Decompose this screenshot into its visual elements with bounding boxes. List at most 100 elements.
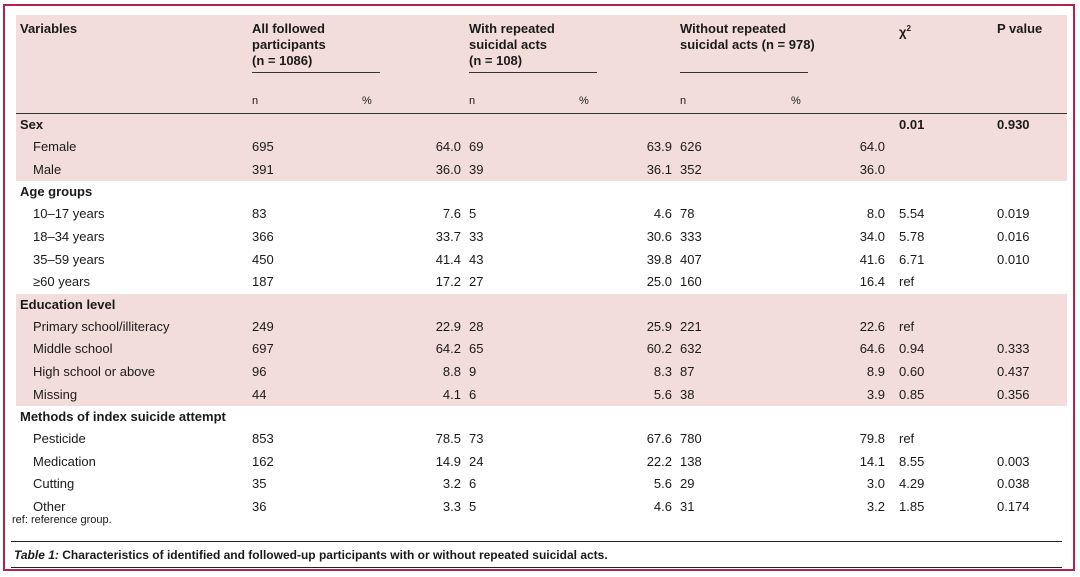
chi2-value: ref: [889, 315, 993, 339]
empty-cell: [358, 113, 465, 136]
non-repeated-pct: 36.0: [787, 158, 889, 182]
table-row: Female 695 64.0 69 63.9 626 64.0: [16, 136, 1067, 159]
all-n: 249: [248, 315, 358, 339]
header-all-followed: All followed participants (n = 1086): [248, 15, 465, 88]
repeated-n: 69: [465, 136, 575, 159]
non-repeated-pct: 14.1: [787, 450, 889, 474]
row-label: 10–17 years: [16, 203, 248, 226]
subheader-row: n % n % n %: [16, 88, 1067, 114]
non-repeated-n: 626: [676, 136, 787, 159]
table-row: Medication 162 14.9 24 22.2 138 14.1 8.55 0.003: [16, 450, 1067, 474]
empty-cell: [787, 113, 889, 136]
repeated-n: 6: [465, 383, 575, 406]
group-row: Age groups: [16, 181, 1067, 204]
all-pct: 41.4: [358, 248, 465, 271]
row-label: Cutting: [16, 473, 248, 496]
all-pct: 7.6: [358, 203, 465, 226]
all-pct: 33.7: [358, 225, 465, 249]
chi2-value: 0.85: [889, 383, 993, 406]
group-title: Education level: [16, 293, 248, 316]
footnote: ref: reference group.: [12, 514, 112, 526]
repeated-pct: 22.2: [575, 450, 676, 474]
subheader-pct: %: [787, 88, 889, 114]
empty-cell: [575, 113, 676, 136]
non-repeated-n: 352: [676, 158, 787, 182]
empty-cell: [676, 181, 787, 204]
all-n: 44: [248, 383, 358, 406]
group-title: Sex: [16, 113, 248, 136]
p-value: [993, 293, 1067, 316]
repeated-pct: 63.9: [575, 136, 676, 159]
p-value: [993, 158, 1067, 182]
empty-cell: [676, 405, 787, 428]
p-value: 0.930: [993, 113, 1067, 136]
repeated-pct: 8.3: [575, 360, 676, 384]
repeated-n: 65: [465, 338, 575, 361]
empty-cell: [358, 181, 465, 204]
non-repeated-pct: 3.9: [787, 383, 889, 406]
p-value: [993, 315, 1067, 339]
repeated-pct: 5.6: [575, 473, 676, 496]
table-row: ≥60 years 187 17.2 27 25.0 160 16.4 ref: [16, 270, 1067, 294]
empty-cell: [248, 293, 358, 316]
chi2-value: 6.71: [889, 248, 993, 271]
all-n: 366: [248, 225, 358, 249]
all-n: 35: [248, 473, 358, 496]
repeated-n: 9: [465, 360, 575, 384]
all-n: 697: [248, 338, 358, 361]
all-n: 187: [248, 270, 358, 294]
repeated-pct: 39.8: [575, 248, 676, 271]
non-repeated-n: 221: [676, 315, 787, 339]
empty-cell: [465, 405, 575, 428]
repeated-n: 28: [465, 315, 575, 339]
non-repeated-pct: 64.0: [787, 136, 889, 159]
repeated-pct: 25.0: [575, 270, 676, 294]
all-pct: 17.2: [358, 270, 465, 294]
characteristics-table: Variables All followed participants (n =…: [16, 15, 1067, 519]
empty-cell: [248, 181, 358, 204]
table-row: Primary school/illiteracy 249 22.9 28 25.9 22…: [16, 315, 1067, 339]
group-title: Methods of index suicide attempt: [16, 405, 248, 428]
empty-cell: [787, 181, 889, 204]
table-row: Missing 44 4.1 6 5.6 38 3.9 0.85 0.356: [16, 383, 1067, 406]
non-repeated-n: 632: [676, 338, 787, 361]
non-repeated-n: 78: [676, 203, 787, 226]
table-row: Pesticide 853 78.5 73 67.6 780 79.8 ref: [16, 427, 1067, 451]
repeated-pct: 4.6: [575, 495, 676, 519]
chi2-value: 0.94: [889, 338, 993, 361]
chi2-value: [889, 405, 993, 428]
row-label: Pesticide: [16, 427, 248, 451]
empty-cell: [787, 293, 889, 316]
all-pct: 14.9: [358, 450, 465, 474]
repeated-pct: 5.6: [575, 383, 676, 406]
repeated-pct: 30.6: [575, 225, 676, 249]
non-repeated-pct: 3.0: [787, 473, 889, 496]
all-pct: 64.2: [358, 338, 465, 361]
non-repeated-n: 138: [676, 450, 787, 474]
all-pct: 78.5: [358, 427, 465, 451]
repeated-pct: 36.1: [575, 158, 676, 182]
chi2-value: [889, 293, 993, 316]
non-repeated-pct: 22.6: [787, 315, 889, 339]
chi2-value: 4.29: [889, 473, 993, 496]
p-value: [993, 405, 1067, 428]
chi2-value: [889, 181, 993, 204]
all-n: 83: [248, 203, 358, 226]
repeated-n: 73: [465, 427, 575, 451]
all-pct: 36.0: [358, 158, 465, 182]
subheader-n: n: [676, 88, 787, 114]
repeated-n: 39: [465, 158, 575, 182]
repeated-n: 24: [465, 450, 575, 474]
header-with-repeated: With repeated suicidal acts (n = 108): [465, 15, 676, 88]
empty-cell: [575, 181, 676, 204]
group-row: Methods of index suicide attempt: [16, 405, 1067, 428]
subheader-n: n: [465, 88, 575, 114]
non-repeated-n: 31: [676, 495, 787, 519]
row-label: High school or above: [16, 360, 248, 384]
non-repeated-n: 29: [676, 473, 787, 496]
row-label: 35–59 years: [16, 248, 248, 271]
p-value: 0.003: [993, 450, 1067, 474]
p-value: 0.019: [993, 203, 1067, 226]
repeated-n: 6: [465, 473, 575, 496]
chi2-value: 8.55: [889, 450, 993, 474]
